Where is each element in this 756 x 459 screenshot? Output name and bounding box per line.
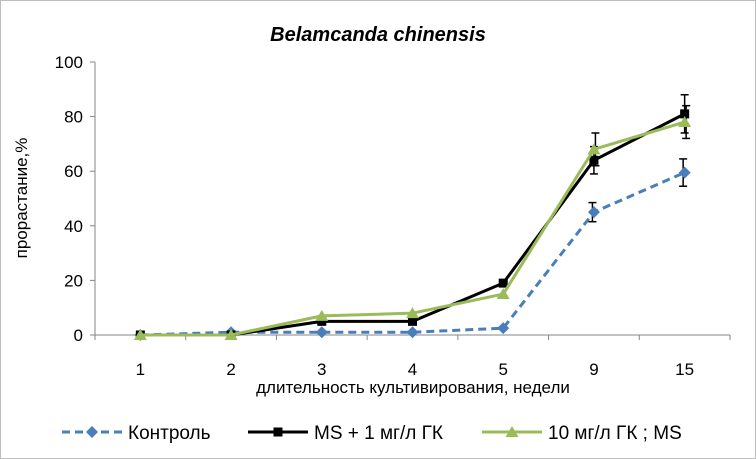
series-3: [133, 104, 692, 340]
x-tick-label: 5: [498, 360, 507, 379]
y-tick-label: 40: [64, 217, 83, 236]
data-point: [315, 309, 329, 321]
axes: 0 20 40 60 80 100 1 2 3 4 5 9 15: [55, 53, 731, 379]
x-tick-label: 3: [317, 360, 326, 379]
legend-marker: [86, 426, 98, 438]
data-point: [497, 322, 510, 335]
data-point: [496, 288, 510, 300]
x-tick-label: 2: [226, 360, 235, 379]
data-point: [315, 326, 328, 339]
plot-area: [133, 94, 692, 341]
data-point: [317, 316, 327, 326]
legend-item-2: MS + 1 мг/л ГК: [248, 423, 443, 444]
legend-marker: [273, 427, 283, 437]
data-point: [406, 307, 419, 319]
y-tick-label: 80: [64, 108, 83, 127]
legend-item-3: 10 мг/л ГК ; MS: [482, 423, 682, 444]
y-tick-label: 100: [55, 53, 83, 72]
legend-label: MS + 1 мг/л ГК: [314, 423, 443, 444]
x-tick-label: 15: [675, 360, 694, 379]
data-point: [408, 316, 417, 326]
x-axis-label: длительность культивирования, недели: [256, 378, 570, 397]
data-point: [587, 206, 600, 219]
chart-title: Belamcanda chinensis: [270, 24, 486, 46]
y-axis-label: прорастание,%: [12, 138, 31, 259]
data-point: [587, 143, 601, 155]
legend-label: Контроль: [128, 423, 211, 444]
data-point: [498, 278, 508, 288]
legend-label: 10 мг/л ГК ; MS: [548, 423, 682, 444]
x-tick-label: 1: [136, 360, 145, 379]
y-tick-label: 20: [64, 271, 83, 290]
data-point: [224, 329, 238, 340]
y-tick-label: 60: [64, 162, 83, 181]
x-tick-label: 9: [589, 360, 598, 379]
x-tick-label: 4: [408, 360, 417, 379]
data-point: [133, 329, 147, 340]
legend-item-1: Контроль: [62, 423, 211, 444]
legend-marker: [505, 426, 519, 437]
y-tick-label: 0: [74, 326, 83, 345]
legend: Контроль MS + 1 мг/л ГК 10 мг/л ГК ; MS: [62, 423, 682, 444]
data-point: [678, 166, 691, 179]
data-point: [680, 109, 690, 119]
series-2: [135, 94, 690, 340]
data-point: [589, 155, 599, 165]
data-point: [678, 116, 692, 128]
data-point: [406, 326, 419, 339]
